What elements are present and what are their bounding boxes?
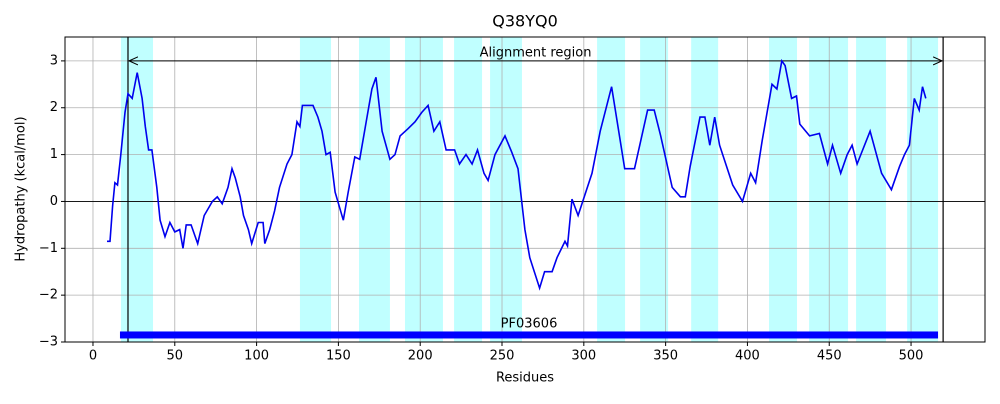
tm-region xyxy=(809,37,849,342)
hydropathy-line xyxy=(107,58,927,291)
x-axis-label: Residues xyxy=(496,371,554,386)
tm-region xyxy=(640,37,669,342)
y-tick-label: 2 xyxy=(50,100,58,115)
y-tick-label: −2 xyxy=(39,288,58,303)
plot-frame xyxy=(64,36,986,343)
y-tick-label: −3 xyxy=(39,335,58,350)
tm-region xyxy=(454,37,483,342)
x-tick-label: 500 xyxy=(899,349,924,364)
x-tick-label: 350 xyxy=(653,349,678,364)
tm-region xyxy=(490,37,522,342)
x-tick-label: 100 xyxy=(244,349,269,364)
tm-region xyxy=(769,37,798,342)
y-tick-label: −1 xyxy=(39,241,58,256)
tm-region xyxy=(120,37,154,342)
x-tick-label: 200 xyxy=(408,349,433,364)
x-tick-label: 50 xyxy=(167,349,184,364)
x-tick-label: 250 xyxy=(490,349,515,364)
y-tick-label: 3 xyxy=(50,53,58,68)
tm-region xyxy=(856,37,887,342)
tm-region xyxy=(907,37,939,342)
domain-bar xyxy=(119,331,939,339)
y-tick-label: 0 xyxy=(50,194,58,209)
y-axis-label: Hydropathy (kcal/mol) xyxy=(14,116,29,261)
domain-label: PF03606 xyxy=(501,316,558,331)
tm-region xyxy=(404,37,443,342)
tm-region xyxy=(597,37,626,342)
x-tick-label: 400 xyxy=(735,349,760,364)
tm-region xyxy=(691,37,719,342)
y-tick-label: 1 xyxy=(50,147,58,162)
tm-region xyxy=(299,37,332,342)
alignment-label: Alignment region xyxy=(480,45,592,60)
x-tick-label: 150 xyxy=(326,349,351,364)
x-tick-label: 0 xyxy=(89,349,97,364)
chart-title: Q38YQ0 xyxy=(492,12,558,31)
tm-region xyxy=(359,37,390,342)
x-tick-label: 300 xyxy=(571,349,596,364)
x-tick-label: 450 xyxy=(817,349,842,364)
